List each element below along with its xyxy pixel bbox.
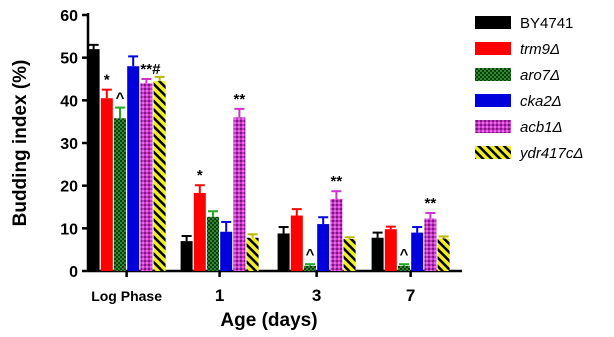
bar-solid: [127, 66, 140, 271]
significance-marker: **: [234, 91, 246, 108]
y-tick-label: 60: [60, 8, 78, 25]
x-tick-label: Log Phase: [91, 288, 162, 304]
bar-dots: [330, 198, 343, 271]
legend: BY4741 trm9Δ aro7Δ cka2Δ acb1Δ ydr417cΔ: [475, 15, 583, 162]
bar-solid: [100, 98, 113, 271]
legend-swatch: [475, 16, 511, 29]
legend-label: cka2Δ: [520, 93, 562, 110]
legend-swatch: [475, 42, 511, 55]
bar-checker: [114, 118, 126, 272]
legend-label: ydr417cΔ: [519, 145, 583, 162]
significance-marker: ^: [306, 246, 315, 263]
bar-solid: [277, 233, 290, 271]
legend-label: BY4741: [520, 15, 573, 32]
x-axis-title: Age (days): [220, 310, 317, 331]
bar-stripes: [437, 238, 450, 271]
bar-checker: [207, 216, 219, 271]
bar-solid: [180, 241, 193, 271]
x-tick-label: 1: [215, 286, 224, 305]
y-tick-label: 50: [60, 51, 78, 68]
legend-swatch: [475, 94, 511, 107]
y-tick-label: 30: [60, 136, 78, 153]
bar-solid: [371, 237, 384, 271]
bar-stripes: [246, 237, 259, 271]
significance-annotations: *^**#***^**^**: [104, 61, 437, 263]
legend-label: trm9Δ: [520, 41, 560, 58]
y-axis-title: Budding index (%): [10, 60, 31, 227]
legend-swatch: [475, 68, 511, 81]
significance-marker: **: [425, 195, 437, 212]
legend-label: aro7Δ: [520, 67, 560, 84]
y-tick-label: 40: [60, 93, 78, 110]
bar-solid: [411, 232, 424, 271]
significance-marker: **#: [140, 61, 161, 78]
significance-marker: ^: [116, 90, 125, 107]
bar-checker: [398, 265, 410, 271]
x-axis: Log Phase 1 3 7: [88, 269, 462, 305]
bar-solid: [290, 215, 303, 271]
bars: [87, 43, 450, 272]
significance-marker: *: [104, 72, 110, 89]
bar-solid: [384, 229, 397, 271]
significance-marker: *: [197, 167, 203, 184]
bar-solid: [220, 231, 233, 271]
legend-swatch: [475, 146, 511, 159]
bar-checker: [304, 265, 316, 271]
bar-dots: [424, 218, 437, 271]
bar-solid: [87, 49, 100, 272]
bar-dots: [140, 83, 153, 272]
y-tick-label: 20: [60, 179, 78, 196]
significance-marker: ^: [400, 246, 409, 263]
x-tick-label: 3: [312, 286, 321, 305]
x-tick-label: 7: [406, 286, 415, 305]
bar-solid: [193, 192, 206, 271]
y-tick-label: 0: [69, 264, 78, 281]
bar-solid: [317, 224, 330, 271]
legend-swatch: [475, 120, 511, 133]
legend-label: acb1Δ: [520, 119, 563, 136]
significance-marker: **: [331, 173, 343, 190]
bar-dots: [233, 117, 246, 272]
y-axis: 0 10 20 30 40 50 60: [60, 8, 90, 281]
bar-stripes: [153, 81, 166, 271]
bar-stripes: [343, 239, 356, 271]
y-tick-label: 10: [60, 221, 78, 238]
